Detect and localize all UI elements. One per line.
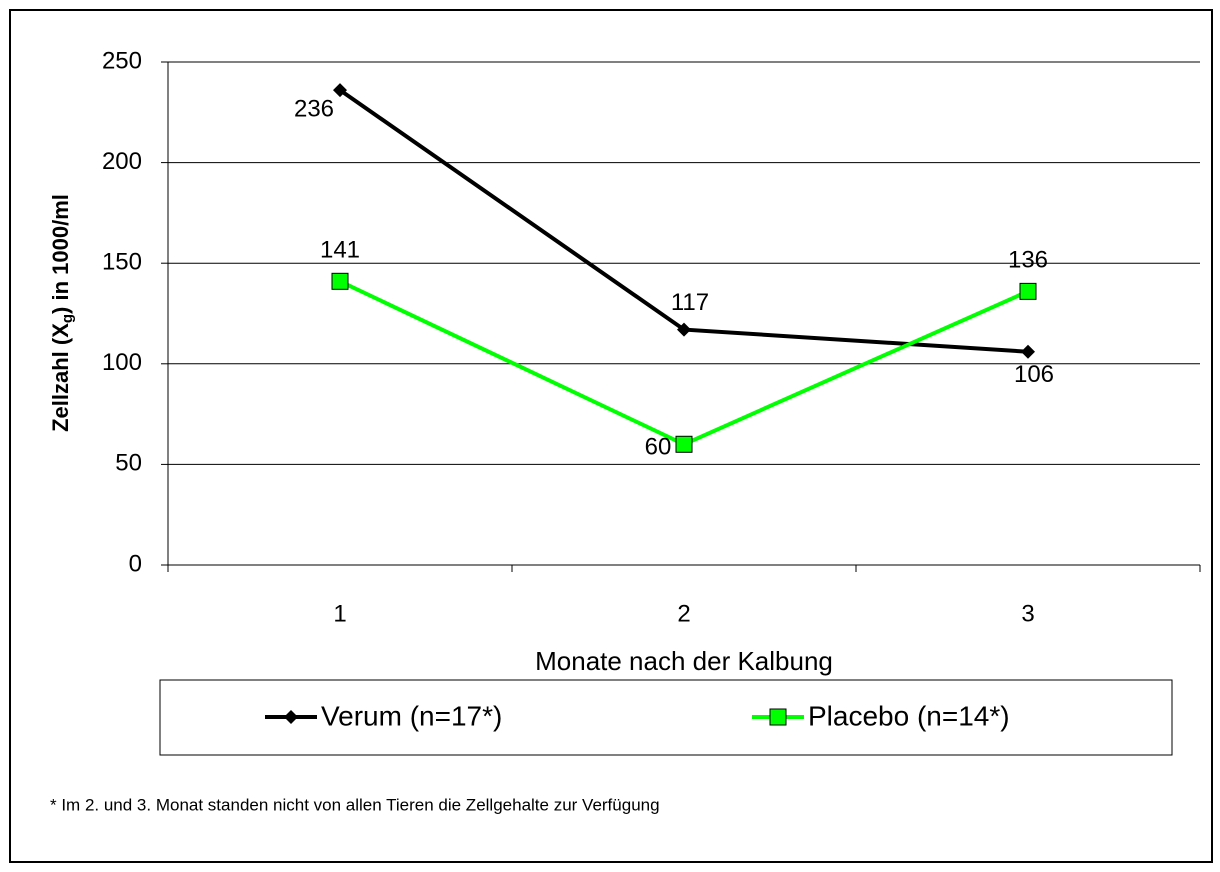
data-label: 236 — [294, 96, 334, 123]
data-label: 136 — [1008, 247, 1048, 274]
y-tick-label: 250 — [102, 47, 142, 74]
x-tick-label: 3 — [1021, 600, 1034, 627]
data-label: 117 — [671, 289, 709, 316]
x-tick-label: 1 — [333, 600, 346, 627]
data-label: 106 — [1014, 361, 1054, 388]
y-axis-label-part: Zellzahl (X — [48, 323, 73, 432]
data-point — [1021, 344, 1035, 359]
x-tick-label: 2 — [677, 600, 690, 627]
legend-label: Placebo (n=14*) — [808, 700, 1010, 731]
data-point — [1019, 282, 1037, 300]
y-axis-label-part: ) in 1000/ml — [48, 194, 73, 314]
legend-marker — [284, 710, 298, 724]
data-point — [677, 322, 691, 337]
legend-box — [159, 679, 1173, 756]
y-tick-label: 0 — [129, 550, 142, 577]
y-axis-label: Zellzahl (Xg) in 1000/ml — [48, 194, 76, 432]
legend-label: Verum (n=17*) — [321, 700, 502, 731]
data-label: 60 — [645, 434, 672, 461]
x-axis-label: Monate nach der Kalbung — [535, 646, 833, 676]
footnote: * Im 2. und 3. Monat standen nicht von a… — [50, 795, 660, 814]
data-point — [333, 83, 347, 98]
y-tick-label: 100 — [102, 349, 142, 376]
legend-marker — [769, 708, 787, 726]
y-tick-label: 150 — [102, 249, 142, 276]
y-tick-label: 200 — [102, 148, 142, 175]
y-tick-label: 50 — [115, 450, 142, 477]
data-label: 141 — [320, 237, 360, 264]
data-point — [675, 435, 693, 453]
data-point — [331, 272, 349, 290]
y-axis-label-subscript: g — [59, 314, 76, 323]
